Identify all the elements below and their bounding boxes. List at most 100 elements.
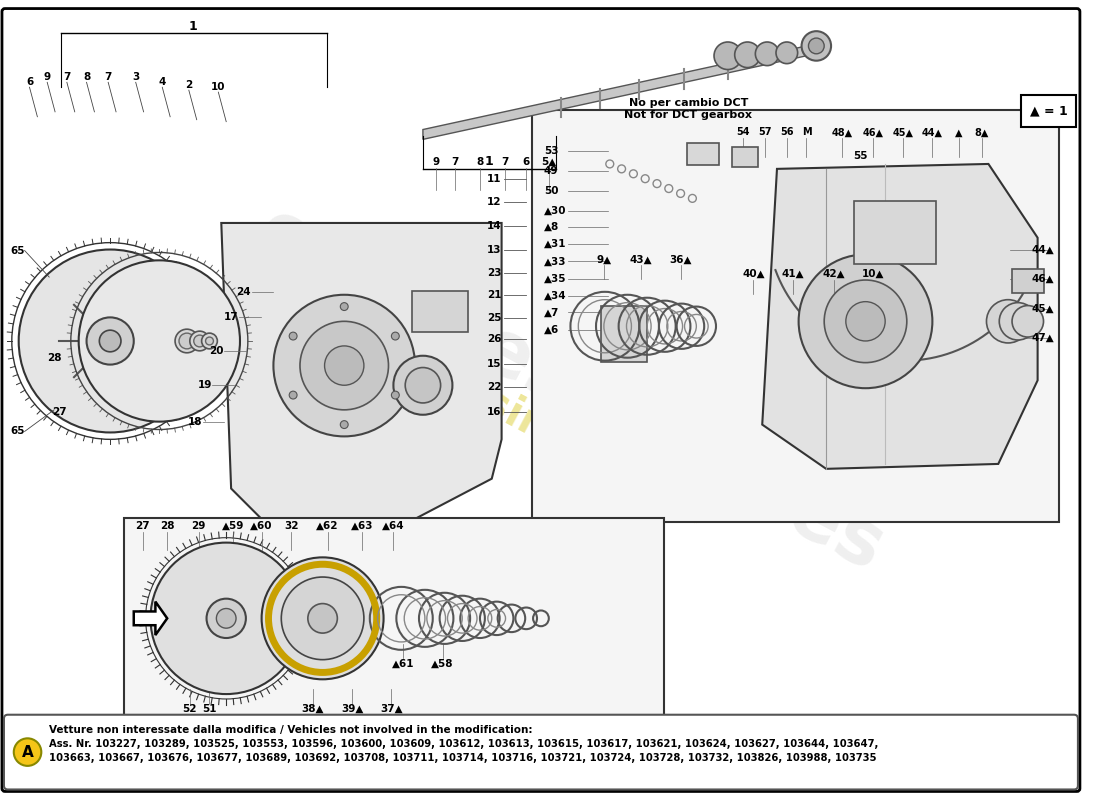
Circle shape — [207, 598, 246, 638]
Text: 7: 7 — [63, 73, 70, 82]
Text: 32: 32 — [284, 521, 298, 531]
Text: 65: 65 — [11, 426, 25, 437]
Text: 1: 1 — [188, 20, 197, 33]
Text: ▲7: ▲7 — [543, 307, 559, 318]
Text: Vetture non interessate dalla modifica / Vehicles not involved in the modificati: Vetture non interessate dalla modifica /… — [50, 726, 532, 735]
Text: europesvehicles: europesvehicles — [244, 194, 896, 587]
Text: 9: 9 — [44, 73, 51, 82]
Text: 28: 28 — [160, 521, 175, 531]
Text: No per cambio DCT: No per cambio DCT — [629, 98, 748, 108]
Text: 13: 13 — [487, 245, 502, 254]
FancyBboxPatch shape — [412, 291, 469, 332]
Text: ▲61: ▲61 — [392, 658, 415, 669]
Text: 46▲: 46▲ — [1032, 274, 1054, 284]
FancyBboxPatch shape — [124, 518, 664, 717]
Circle shape — [735, 42, 760, 67]
Text: 55: 55 — [854, 151, 868, 161]
Text: 26: 26 — [487, 334, 502, 344]
Text: 38▲: 38▲ — [301, 704, 324, 714]
Text: 47▲: 47▲ — [1032, 333, 1054, 343]
Text: 39▲: 39▲ — [341, 704, 363, 714]
FancyBboxPatch shape — [2, 9, 1080, 791]
Text: 18: 18 — [187, 417, 202, 426]
Text: 19: 19 — [197, 380, 212, 390]
Text: A: A — [22, 745, 33, 760]
Text: ▲63: ▲63 — [351, 521, 373, 531]
FancyBboxPatch shape — [854, 202, 936, 264]
Circle shape — [87, 318, 134, 365]
Circle shape — [282, 577, 364, 660]
Text: ▲62: ▲62 — [317, 521, 339, 531]
Text: 27: 27 — [52, 407, 66, 417]
Text: 43▲: 43▲ — [630, 254, 652, 264]
Circle shape — [151, 542, 301, 694]
Text: 41▲: 41▲ — [781, 269, 804, 279]
Text: 65: 65 — [11, 246, 25, 255]
Circle shape — [324, 346, 364, 386]
Circle shape — [756, 42, 779, 66]
Text: 103663, 103667, 103676, 103677, 103689, 103692, 103708, 103711, 103714, 103716, : 103663, 103667, 103676, 103677, 103689, … — [50, 753, 877, 763]
Text: ▲8: ▲8 — [543, 222, 559, 232]
Text: 4: 4 — [158, 78, 166, 87]
Text: 28: 28 — [47, 353, 62, 362]
Circle shape — [201, 333, 218, 349]
FancyBboxPatch shape — [4, 714, 1078, 790]
Circle shape — [802, 31, 832, 61]
Circle shape — [999, 302, 1036, 340]
Text: ▲30: ▲30 — [543, 206, 566, 216]
Circle shape — [179, 333, 195, 349]
Circle shape — [405, 367, 441, 403]
Text: 23: 23 — [487, 268, 502, 278]
Polygon shape — [762, 164, 1037, 469]
FancyBboxPatch shape — [601, 306, 647, 362]
Circle shape — [274, 294, 415, 436]
Circle shape — [308, 603, 338, 633]
Text: ▲35: ▲35 — [543, 274, 566, 284]
Text: Ass. Nr. 103227, 103289, 103525, 103553, 103596, 103600, 103609, 103612, 103613,: Ass. Nr. 103227, 103289, 103525, 103553,… — [50, 739, 879, 750]
Text: 16: 16 — [487, 407, 502, 417]
Text: 7: 7 — [500, 157, 508, 167]
Text: 14: 14 — [487, 221, 502, 231]
Text: ▲59: ▲59 — [222, 521, 244, 531]
Text: 51: 51 — [202, 704, 217, 714]
Text: ▲58: ▲58 — [431, 658, 454, 669]
FancyBboxPatch shape — [1021, 95, 1076, 126]
Text: 36▲: 36▲ — [669, 254, 692, 264]
Text: ▲6: ▲6 — [543, 325, 559, 335]
Text: 9▲: 9▲ — [596, 254, 612, 264]
Text: 20: 20 — [209, 346, 223, 356]
Text: ▲ = 1: ▲ = 1 — [1030, 104, 1067, 118]
Circle shape — [262, 558, 384, 679]
Circle shape — [289, 391, 297, 399]
Text: 8: 8 — [82, 73, 90, 82]
Text: 8: 8 — [476, 157, 484, 167]
Text: 56: 56 — [780, 127, 793, 138]
Text: 44▲: 44▲ — [922, 127, 943, 138]
Circle shape — [289, 332, 297, 340]
Text: 49: 49 — [543, 166, 559, 176]
Text: 44▲: 44▲ — [1032, 245, 1054, 254]
Polygon shape — [134, 602, 167, 635]
Text: 46▲: 46▲ — [862, 127, 884, 138]
Circle shape — [175, 329, 199, 353]
Text: 9: 9 — [432, 157, 439, 167]
Text: 53: 53 — [543, 146, 559, 156]
Polygon shape — [221, 223, 502, 533]
Text: 10▲: 10▲ — [862, 269, 884, 279]
FancyBboxPatch shape — [688, 143, 719, 165]
Text: 6: 6 — [522, 157, 530, 167]
Circle shape — [300, 322, 388, 410]
Text: Not for DCT gearbox: Not for DCT gearbox — [625, 110, 752, 120]
Text: 42▲: 42▲ — [823, 269, 845, 279]
Text: 37▲: 37▲ — [381, 704, 403, 714]
Text: ▲33: ▲33 — [543, 256, 566, 266]
FancyBboxPatch shape — [732, 147, 758, 167]
Text: 15: 15 — [487, 358, 502, 369]
Text: 52: 52 — [183, 704, 197, 714]
Circle shape — [14, 738, 42, 766]
Text: 45▲: 45▲ — [892, 127, 913, 138]
Text: 17: 17 — [223, 312, 239, 322]
Text: 2: 2 — [185, 80, 192, 90]
Circle shape — [1012, 306, 1044, 337]
Circle shape — [19, 250, 201, 433]
